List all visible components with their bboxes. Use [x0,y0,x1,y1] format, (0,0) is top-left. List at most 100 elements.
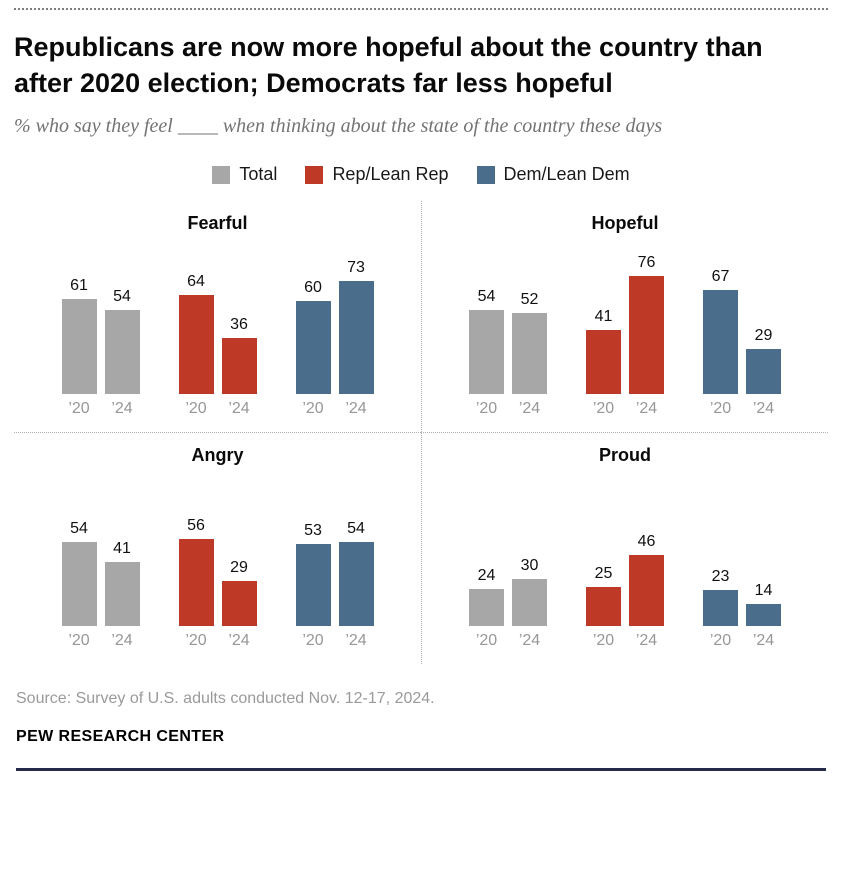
chart-card: Republicans are now more hopeful about t… [0,8,842,772]
bar-value-label: 29 [754,327,773,345]
bar [586,587,621,627]
bar-col: 67 ’20 [703,268,739,418]
header: Republicans are now more hopeful about t… [14,10,828,140]
bar [703,290,738,395]
bar-value-label: 36 [230,316,248,334]
bar-value-label: 54 [347,520,365,538]
panel-fearful: Fearful 61 ’20 54 ’24 64 ’20 36 ’24 60 ’20 73 ’24 [14,201,421,432]
panel-angry: Angry 54 ’20 41 ’24 56 ’20 29 ’24 53 ’20 54 ’24 [14,432,421,664]
bar [629,555,664,627]
bar-col: 29 ’24 [221,559,257,650]
bottom-divider [16,768,826,772]
legend-item-1: Rep/Lean Rep [305,164,449,185]
legend-label: Total [239,164,278,185]
bar [178,539,214,627]
bar-group-dem-lean-dem: 60 ’20 73 ’24 [295,259,374,418]
bar-col: 14 ’24 [746,582,782,650]
bars-row: 54 ’20 52 ’24 41 ’20 76 ’24 67 ’20 29 ’24 [426,246,824,418]
bar [221,338,257,395]
legend-swatch [305,165,324,184]
chart-subtitle: % who say they feel ____ when thinking a… [14,115,663,138]
bar-value-label: 46 [637,533,656,551]
bar [295,301,331,395]
bar-value-label: 52 [520,291,539,309]
bar-value-label: 41 [594,308,613,326]
bar [469,310,504,395]
year-label: ’24 [228,632,250,650]
bar-col: 41 ’24 [104,540,140,650]
bar [469,589,504,627]
legend-item-0: Total [212,164,277,185]
bar-value-label: 54 [113,288,131,306]
bar-value-label: 56 [187,517,205,535]
bar-group-rep-lean-rep: 64 ’20 36 ’24 [178,273,257,418]
year-label: ’20 [302,400,324,418]
top-divider [14,8,828,10]
legend-label: Dem/Lean Dem [503,164,630,185]
year-label: ’20 [709,632,732,650]
legend-swatch [476,165,495,184]
legend-label: Rep/Lean Rep [332,164,449,185]
year-label: ’24 [635,632,658,650]
bar-col: 53 ’20 [295,522,331,650]
bar-col: 64 ’20 [178,273,214,418]
bar-col: 60 ’20 [295,279,331,418]
bar-col: 41 ’20 [586,308,622,418]
bar-value-label: 30 [520,557,539,575]
bar-col: 24 ’20 [469,567,505,650]
bar [512,313,547,395]
legend-swatch [212,165,231,184]
bar-col: 61 ’20 [61,277,97,418]
year-label: ’24 [752,632,775,650]
bar-col: 29 ’24 [746,327,782,418]
bar-col: 46 ’24 [629,533,665,650]
year-label: ’20 [475,400,498,418]
bar-group-total: 61 ’20 54 ’24 [61,277,140,418]
bar-value-label: 54 [70,520,88,538]
bar-group-rep-lean-rep: 56 ’20 29 ’24 [178,517,257,650]
bar [512,579,547,627]
bar-col: 25 ’20 [586,565,622,650]
bar-value-label: 41 [113,540,131,558]
year-label: ’24 [345,400,367,418]
bar-value-label: 23 [711,568,730,586]
year-label: ’24 [228,400,250,418]
bars-row: 24 ’20 30 ’24 25 ’20 46 ’24 23 ’20 14 ’24 [426,478,824,650]
bar [629,276,664,395]
bar-value-label: 14 [754,582,773,600]
bar-value-label: 54 [477,288,496,306]
bar-col: 23 ’20 [703,568,739,650]
bar [746,349,781,395]
year-label: ’20 [475,632,498,650]
legend: Total Rep/Lean Rep Dem/Lean Dem [14,164,828,185]
bars-row: 61 ’20 54 ’24 64 ’20 36 ’24 60 ’20 73 ’24 [18,246,417,418]
bar [61,542,97,627]
year-label: ’24 [518,632,541,650]
year-label: ’24 [111,632,133,650]
year-label: ’24 [635,400,658,418]
bar [178,295,214,395]
bar-group-total: 54 ’20 52 ’24 [469,288,548,418]
bar-group-rep-lean-rep: 25 ’20 46 ’24 [586,533,665,650]
chart-title: Republicans are now more hopeful about t… [14,32,763,98]
bar-value-label: 25 [594,565,613,583]
panels-grid: Fearful 61’20 54’24 64’20 36’24 60’20 73’24 Hop… [14,201,828,665]
bar-value-label: 60 [304,279,322,297]
bar [746,604,781,627]
legend-item-2: Dem/Lean Dem [476,164,630,185]
bar-value-label: 61 [70,277,88,295]
brand-label: PEW RESEARCH CENTER [16,728,225,746]
bar [338,542,374,627]
bar-value-label: 53 [304,522,322,540]
bar-group-total: 54 ’20 41 ’24 [61,520,140,650]
panel-proud: Proud 24 ’20 30 ’24 25 ’20 46 ’24 23 ’20 14 ’24 [421,432,828,665]
bar-value-label: 73 [347,259,365,277]
year-label: ’24 [518,400,541,418]
bar-group-total: 24 ’20 30 ’24 [469,557,548,650]
year-label: ’20 [592,632,615,650]
year-label: ’20 [302,632,324,650]
bar-col: 30 ’24 [512,557,548,650]
bar-col: 76 ’24 [629,254,665,418]
bar-value-label: 64 [187,273,205,291]
panel-title: Fearful [187,213,248,234]
